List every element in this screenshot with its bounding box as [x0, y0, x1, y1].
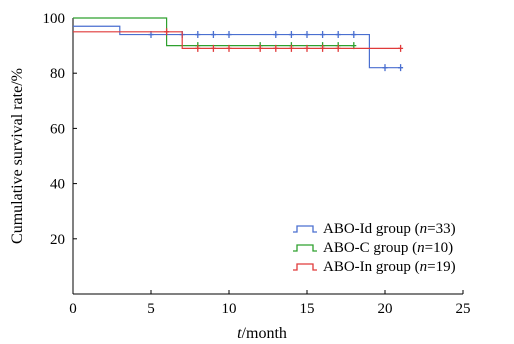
legend-n-symbol: n [420, 259, 428, 275]
censor-mark [164, 28, 170, 36]
legend-label: ABO-C group (n=10) [323, 240, 453, 256]
legend-swatch [293, 225, 317, 233]
censor-mark [351, 31, 357, 39]
survival-step-line [73, 25, 401, 69]
censor-mark [398, 44, 404, 52]
censor-mark [257, 44, 263, 52]
censor-mark [195, 44, 201, 52]
y-tick-label: 20 [50, 232, 65, 248]
legend-n-value: =10) [425, 240, 453, 256]
legend-n-value: =19) [427, 259, 455, 275]
censor-mark [273, 44, 279, 52]
x-tick-label: 15 [300, 301, 315, 317]
censor-mark [195, 31, 201, 39]
censor-mark [335, 31, 341, 39]
legend-n-value: =33) [427, 221, 455, 237]
x-axis-title: t/month [237, 325, 287, 342]
y-axis-title: Cumulative survival rate/% [9, 68, 26, 244]
censor-mark [304, 31, 310, 39]
x-axis-title-italic: t [237, 325, 242, 342]
legend: ABO-Id group (n=33)ABO-C group (n=10)ABO… [293, 221, 456, 275]
censor-mark [288, 31, 294, 39]
censor-mark [226, 31, 232, 39]
series-1 [73, 17, 357, 50]
legend-series-name: ABO-In group ( [323, 259, 420, 275]
censor-mark [210, 31, 216, 39]
censor-mark [335, 44, 341, 52]
y-tick-label: 80 [50, 66, 65, 82]
censor-mark [320, 44, 326, 52]
legend-swatch [293, 244, 317, 252]
legend-n-symbol: n [420, 221, 428, 237]
censor-mark [304, 44, 310, 52]
x-tick-label: 10 [222, 301, 237, 317]
legend-series-name: ABO-C group ( [323, 240, 417, 256]
censor-mark [273, 31, 279, 39]
y-tick-label: 40 [50, 177, 65, 193]
censor-mark [320, 31, 326, 39]
legend-label: ABO-Id group (n=33) [323, 221, 456, 237]
legend-label: ABO-In group (n=19) [323, 259, 456, 275]
y-tick-label: 100 [43, 11, 66, 27]
censor-mark [288, 44, 294, 52]
x-tick-label: 25 [456, 301, 471, 317]
legend-series-name: ABO-Id group ( [323, 221, 420, 237]
plot-area: 0 5 10 15 20 25 20 40 60 80 100 [43, 11, 471, 317]
censor-mark [210, 44, 216, 52]
legend-swatch [293, 263, 317, 271]
censor-mark [382, 64, 388, 72]
series-layer [73, 17, 404, 72]
x-tick-label: 20 [378, 301, 393, 317]
y-tick-label: 60 [50, 121, 65, 137]
x-axis-title-rest: /month [242, 325, 287, 342]
censor-mark [398, 64, 404, 72]
series-0 [73, 25, 404, 72]
x-tick-label: 0 [69, 301, 77, 317]
series-2 [73, 28, 404, 52]
x-tick-label: 5 [147, 301, 155, 317]
legend-n-symbol: n [417, 240, 425, 256]
censor-mark [226, 44, 232, 52]
